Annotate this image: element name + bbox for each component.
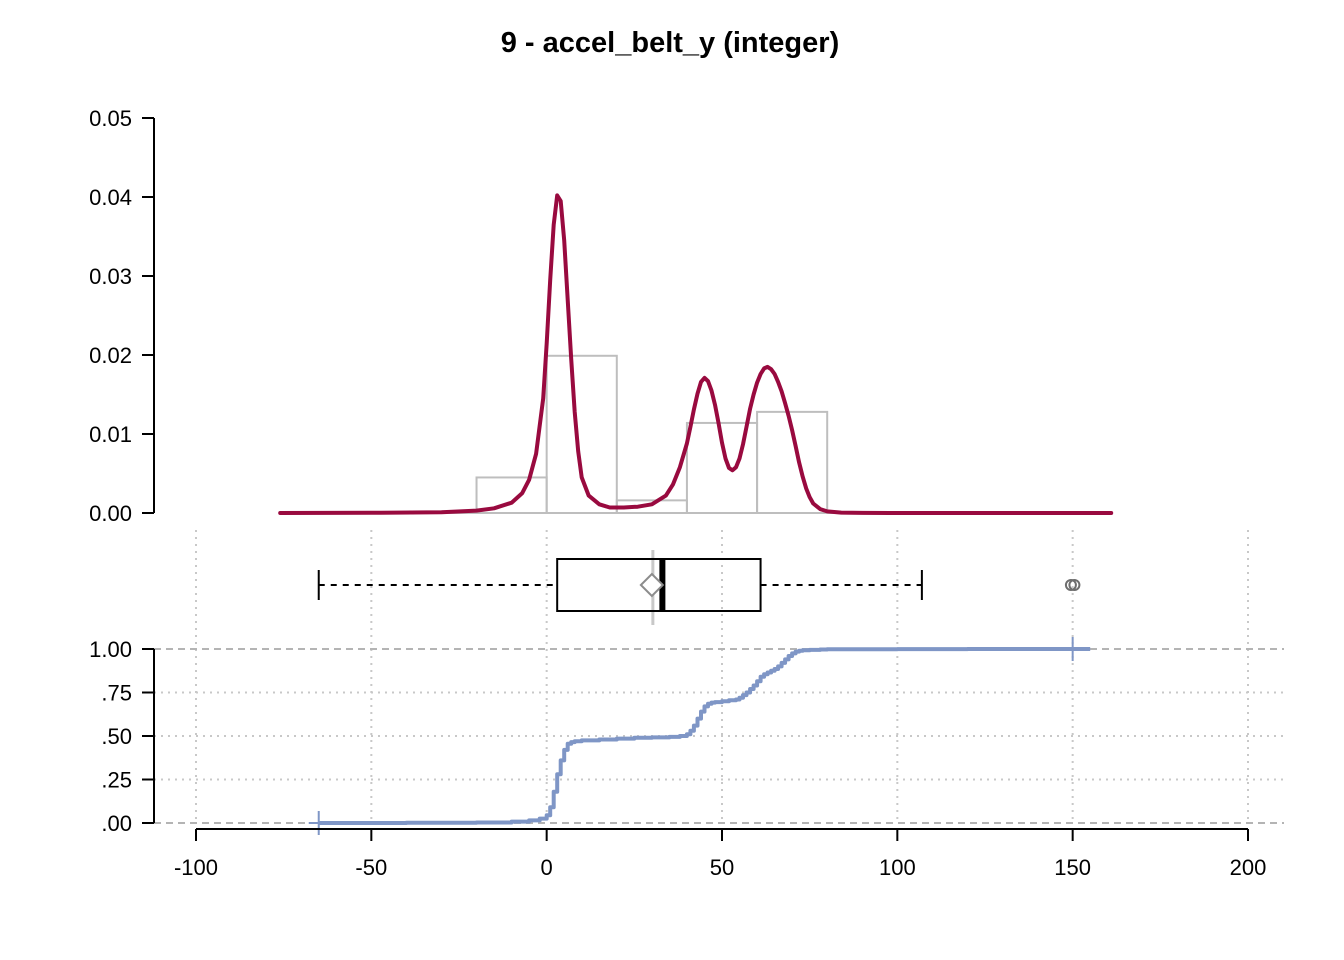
ecdf-y-tick-label: 1.00 bbox=[89, 637, 132, 662]
boxplot-outlier bbox=[1068, 579, 1081, 591]
density-y-tick-label: 0.00 bbox=[89, 501, 132, 526]
density-y-tick-label: 0.04 bbox=[89, 185, 132, 210]
boxplot-outlier bbox=[1064, 579, 1077, 591]
axes-group: 0.00 0.01 0.02 0.03 0.04 0.05 .00 .25 .50 .75 1.00… bbox=[89, 106, 1266, 880]
x-tick-label: -50 bbox=[355, 855, 387, 880]
ecdf-group bbox=[308, 637, 1091, 835]
x-tick-label: -100 bbox=[174, 855, 218, 880]
x-tick-label: 0 bbox=[541, 855, 553, 880]
ecdf-grid bbox=[154, 530, 1284, 824]
chart-title: 9 - accel_belt_y (integer) bbox=[501, 27, 839, 59]
ecdf-y-tick-label: .25 bbox=[101, 768, 132, 793]
ecdf-y-tick-label: .50 bbox=[101, 724, 132, 749]
histogram-bars bbox=[280, 354, 1112, 515]
boxplot-group bbox=[317, 550, 1081, 625]
boxplot-mean-diamond bbox=[639, 572, 665, 598]
density-curve-group bbox=[278, 193, 1114, 515]
x-tick-label: 100 bbox=[879, 855, 916, 880]
density-y-tick-label: 0.05 bbox=[89, 106, 132, 131]
density-curve bbox=[278, 193, 1114, 515]
x-tick-label: 150 bbox=[1054, 855, 1091, 880]
x-tick-label: 200 bbox=[1230, 855, 1267, 880]
boxplot-box bbox=[556, 558, 762, 612]
density-y-tick-label: 0.02 bbox=[89, 343, 132, 368]
ecdf-y-tick-label: .00 bbox=[101, 811, 132, 836]
ecdf-step-line bbox=[318, 647, 1091, 825]
histogram-bar bbox=[545, 354, 618, 515]
density-y-tick-label: 0.01 bbox=[89, 422, 132, 447]
ecdf-y-tick-label: .75 bbox=[101, 681, 132, 706]
density-y-tick-label: 0.03 bbox=[89, 264, 132, 289]
x-tick-label: 50 bbox=[710, 855, 734, 880]
